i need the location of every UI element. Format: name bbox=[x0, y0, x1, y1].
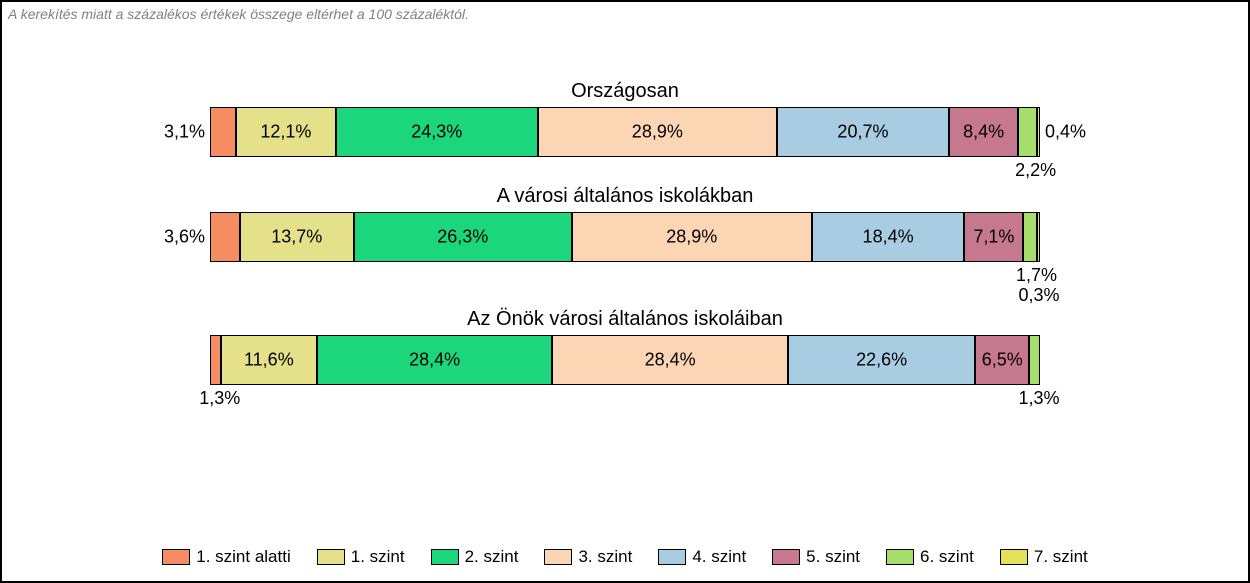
bar-segment: 1,3% bbox=[1029, 335, 1040, 385]
segment-label: 28,9% bbox=[666, 227, 717, 248]
bar-row-title: Az Önök városi általános iskoláiban bbox=[2, 308, 1248, 331]
segment-label: 2,2% bbox=[1015, 160, 1056, 181]
segment-label: 0,3% bbox=[1018, 285, 1059, 306]
bar-segment: 13,7% bbox=[240, 212, 354, 262]
legend-swatch bbox=[658, 549, 686, 565]
bar-segment: 7,1% bbox=[964, 212, 1023, 262]
bar-segment: 6,5% bbox=[975, 335, 1029, 385]
segment-label: 1,7% bbox=[1016, 265, 1057, 286]
stacked-bar: 1,3% 11,6% 28,4% 28,4% 22,6% 6,5% 1,3% bbox=[210, 335, 1040, 385]
legend-swatch bbox=[162, 549, 190, 565]
legend-item: 7. szint bbox=[1000, 547, 1088, 567]
segment-label: 1,3% bbox=[199, 388, 240, 409]
bar-segment: 11,6% bbox=[221, 335, 317, 385]
legend-label: 7. szint bbox=[1034, 547, 1088, 567]
legend-item: 5. szint bbox=[772, 547, 860, 567]
segment-label: 20,7% bbox=[837, 122, 888, 143]
bar-segment: 3,6% bbox=[210, 212, 240, 262]
legend-swatch bbox=[544, 549, 572, 565]
bar-segment: 28,4% bbox=[317, 335, 552, 385]
stacked-bar: 3,6% 13,7% 26,3% 28,9% 18,4% 7,1% 1,7%0,3% bbox=[210, 212, 1040, 262]
segment-label: 6,5% bbox=[982, 350, 1023, 371]
bar-row: Az Önök városi általános iskoláiban1,3%1… bbox=[2, 308, 1248, 385]
legend-swatch bbox=[886, 549, 914, 565]
legend-item: 2. szint bbox=[431, 547, 519, 567]
bar-row: Országosan 3,1% 12,1% 24,3% 28,9% 20,7% 8,4% 2,… bbox=[2, 80, 1248, 157]
bar-segment: 22,6% bbox=[788, 335, 975, 385]
legend-label: 6. szint bbox=[920, 547, 974, 567]
segment-label: 1,3% bbox=[1018, 388, 1059, 409]
bar-wrap: 3,6% 13,7% 26,3% 28,9% 18,4% 7,1% 1,7%0,3% bbox=[210, 212, 1040, 262]
segment-label: 7,1% bbox=[973, 227, 1014, 248]
bar-wrap: 1,3% 11,6% 28,4% 28,4% 22,6% 6,5% 1,3% bbox=[210, 335, 1040, 385]
legend-swatch bbox=[772, 549, 800, 565]
segment-label: 24,3% bbox=[411, 122, 462, 143]
bar-segment: 1,7% bbox=[1023, 212, 1037, 262]
segment-label: 28,9% bbox=[632, 122, 683, 143]
segment-label: 3,1% bbox=[164, 122, 205, 143]
bar-segment: 8,4% bbox=[949, 107, 1019, 157]
legend-swatch bbox=[317, 549, 345, 565]
segment-label: 22,6% bbox=[856, 350, 907, 371]
legend-label: 1. szint alatti bbox=[196, 547, 291, 567]
bar-segment: 28,9% bbox=[538, 107, 778, 157]
legend-swatch bbox=[1000, 549, 1028, 565]
legend-label: 1. szint bbox=[351, 547, 405, 567]
legend-label: 2. szint bbox=[465, 547, 519, 567]
bar-row: A városi általános iskolákban 3,6% 13,7% 26… bbox=[2, 185, 1248, 262]
legend-item: 1. szint alatti bbox=[162, 547, 291, 567]
bar-segment: 0,3% bbox=[1037, 212, 1039, 262]
bar-segment: 24,3% bbox=[336, 107, 537, 157]
bar-row-title: Országosan bbox=[2, 80, 1248, 103]
bar-segment: 12,1% bbox=[236, 107, 336, 157]
bar-wrap: 3,1% 12,1% 24,3% 28,9% 20,7% 8,4% 2,2%0,4% bbox=[210, 107, 1040, 157]
legend-item: 3. szint bbox=[544, 547, 632, 567]
chart-frame: A kerekítés miatt a százalékos értékek ö… bbox=[0, 0, 1250, 583]
legend-item: 1. szint bbox=[317, 547, 405, 567]
chart-area: Országosan 3,1% 12,1% 24,3% 28,9% 20,7% 8,4% 2,… bbox=[2, 62, 1248, 413]
bar-segment: 0,4% bbox=[1037, 107, 1040, 157]
legend-label: 4. szint bbox=[692, 547, 746, 567]
legend-item: 6. szint bbox=[886, 547, 974, 567]
stacked-bar: 3,1% 12,1% 24,3% 28,9% 20,7% 8,4% 2,2%0,4% bbox=[210, 107, 1040, 157]
bar-segment: 28,4% bbox=[552, 335, 787, 385]
legend-item: 4. szint bbox=[658, 547, 746, 567]
legend-label: 3. szint bbox=[578, 547, 632, 567]
rounding-note: A kerekítés miatt a százalékos értékek ö… bbox=[8, 6, 469, 22]
bar-segment: 2,2% bbox=[1018, 107, 1036, 157]
legend-swatch bbox=[431, 549, 459, 565]
segment-label: 13,7% bbox=[271, 227, 322, 248]
segment-label: 8,4% bbox=[963, 122, 1004, 143]
bar-segment: 1,3% bbox=[210, 335, 221, 385]
bar-segment: 26,3% bbox=[354, 212, 572, 262]
legend: 1. szint alatti 1. szint 2. szint 3. szint 4… bbox=[2, 547, 1248, 567]
legend-label: 5. szint bbox=[806, 547, 860, 567]
segment-label: 26,3% bbox=[437, 227, 488, 248]
bar-row-title: A városi általános iskolákban bbox=[2, 185, 1248, 208]
segment-label: 0,4% bbox=[1045, 122, 1086, 143]
bar-segment: 18,4% bbox=[812, 212, 965, 262]
segment-label: 3,6% bbox=[164, 227, 205, 248]
segment-label: 11,6% bbox=[244, 350, 294, 371]
segment-label: 12,1% bbox=[260, 122, 311, 143]
segment-label: 28,4% bbox=[645, 350, 696, 371]
segment-label: 28,4% bbox=[409, 350, 460, 371]
segment-label: 18,4% bbox=[863, 227, 914, 248]
bar-segment: 28,9% bbox=[572, 212, 812, 262]
bar-segment: 20,7% bbox=[777, 107, 949, 157]
bar-segment: 3,1% bbox=[210, 107, 236, 157]
